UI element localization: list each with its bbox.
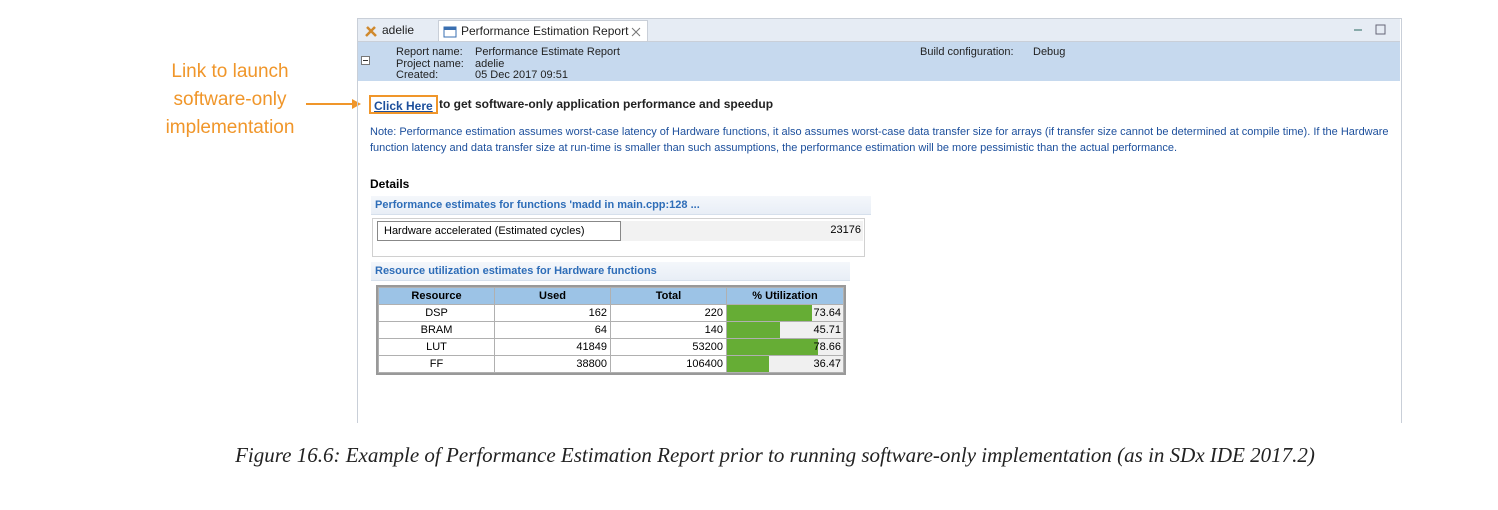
perf-box: [372, 218, 865, 257]
tab-icon: [443, 26, 457, 38]
label: Report name:: [396, 46, 463, 58]
value: adelie: [475, 58, 505, 70]
annotation-line: Link to launch: [171, 61, 289, 82]
table-cell: 38800: [494, 355, 611, 373]
resource-table: Resource Used Total% Utilization DSP 162 220 7…: [378, 287, 844, 373]
annotation-arrow: [306, 99, 361, 109]
cell-value: 36.47: [813, 358, 841, 370]
table-row: FF 38800 106400 36.47: [378, 355, 844, 373]
link[interactable]: Click Here: [369, 95, 438, 114]
annotation-line: implementation: [165, 117, 295, 138]
utilization-cell: 78.66: [726, 338, 844, 356]
details-heading: Details: [370, 177, 410, 191]
table-cell: DSP: [378, 304, 495, 322]
utilization-cell: 36.47: [726, 355, 844, 373]
table-cell: 64: [494, 321, 611, 339]
table-cell: 41849: [494, 338, 611, 356]
table-cell: 220: [610, 304, 727, 322]
table-row: LUT 41849 53200 78.66: [378, 338, 844, 356]
perf-value: 23176: [621, 221, 863, 241]
table-cell: BRAM: [378, 321, 495, 339]
label: Build configuration:: [920, 46, 1014, 58]
label: Project name:: [396, 58, 464, 70]
cell-value: 73.64: [813, 307, 841, 319]
table-cell: 140: [610, 321, 727, 339]
value: Performance Estimate Report: [475, 46, 620, 58]
cell-value: 45.71: [813, 324, 841, 336]
column-header: % Utilization: [726, 287, 844, 305]
annotation: Link to launch software-only implementat…: [130, 58, 330, 142]
table-row: BRAM 64 140 45.71: [378, 321, 844, 339]
resource-table-wrap: Resource Used Total% Utilization DSP 162 220 7…: [376, 285, 846, 375]
tab-label: Performance Estimation Report: [461, 24, 629, 38]
section-title: Resource utilization estimates for Hardw…: [371, 262, 850, 281]
collapse-icon[interactable]: [361, 56, 370, 65]
note: Note: Performance estimation assumes wor…: [370, 126, 1389, 154]
utilization-bar: [727, 339, 819, 355]
utilization-cell: 73.64: [726, 304, 844, 322]
label: Created:: [396, 69, 439, 81]
tab-active[interactable]: Performance Estimation Report: [438, 20, 648, 41]
close-icon[interactable]: [631, 27, 641, 37]
cell-value: 78.66: [813, 341, 841, 353]
table-cell: FF: [378, 355, 495, 373]
report-header: [358, 42, 1400, 81]
annotation-line: software-only: [173, 89, 287, 110]
column-header: Total: [610, 287, 727, 305]
column-header: Used: [494, 287, 611, 305]
value: Debug: [1033, 46, 1066, 58]
table-cell: 162: [494, 304, 611, 322]
column-header: Resource: [378, 287, 495, 305]
tab-label: adelie: [382, 23, 415, 37]
caption: Figure 16.6: Example of Performance Esti…: [235, 443, 1315, 467]
table-row: DSP 162 220 73.64: [378, 304, 844, 322]
utilization-bar: [727, 322, 781, 338]
table-cell: 53200: [610, 338, 727, 356]
table-cell: LUT: [378, 338, 495, 356]
link-text: to get software-only application perform…: [439, 97, 774, 111]
tab[interactable]: adelie: [360, 20, 438, 41]
table-cell: 106400: [610, 355, 727, 373]
editor-window: [357, 18, 1402, 423]
utilization-cell: 45.71: [726, 321, 844, 339]
utilization-bar: [727, 356, 770, 372]
value: 05 Dec 2017 09:51: [475, 69, 568, 81]
perf-label: Hardware accelerated (Estimated cycles): [377, 221, 621, 241]
tab-icon: [365, 26, 377, 37]
utilization-bar: [727, 305, 813, 321]
window-controls[interactable]: [1352, 24, 1388, 36]
section-title: Performance estimates for functions 'mad…: [371, 196, 871, 215]
